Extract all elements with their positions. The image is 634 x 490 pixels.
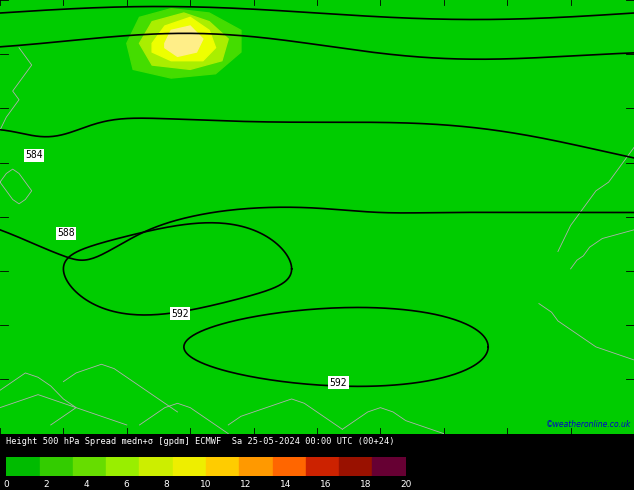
Text: 4: 4 bbox=[84, 480, 89, 490]
Text: 6: 6 bbox=[123, 480, 129, 490]
Text: 18: 18 bbox=[360, 480, 372, 490]
Text: 588: 588 bbox=[57, 228, 75, 238]
Bar bbox=[239, 457, 273, 476]
Bar bbox=[306, 457, 339, 476]
Bar bbox=[39, 457, 73, 476]
Bar bbox=[107, 457, 139, 476]
Polygon shape bbox=[127, 9, 241, 78]
Text: 584: 584 bbox=[25, 150, 43, 160]
Text: 10: 10 bbox=[200, 480, 212, 490]
Bar bbox=[206, 457, 240, 476]
Text: 592: 592 bbox=[330, 378, 347, 388]
Text: 2: 2 bbox=[44, 480, 49, 490]
Polygon shape bbox=[165, 26, 203, 56]
Bar bbox=[273, 457, 306, 476]
Text: 8: 8 bbox=[163, 480, 169, 490]
Bar bbox=[339, 457, 372, 476]
Bar bbox=[73, 457, 106, 476]
Text: 14: 14 bbox=[280, 480, 292, 490]
Text: 12: 12 bbox=[240, 480, 252, 490]
Text: 0: 0 bbox=[3, 480, 10, 490]
Text: 16: 16 bbox=[320, 480, 332, 490]
Polygon shape bbox=[152, 17, 216, 61]
Polygon shape bbox=[139, 13, 228, 70]
Bar bbox=[6, 457, 39, 476]
Bar bbox=[139, 457, 172, 476]
Bar bbox=[372, 457, 406, 476]
Bar bbox=[172, 457, 206, 476]
Text: 20: 20 bbox=[400, 480, 411, 490]
Text: Height 500 hPa Spread medn+σ [gpdm] ECMWF  Sa 25-05-2024 00:00 UTC (00+24): Height 500 hPa Spread medn+σ [gpdm] ECMW… bbox=[6, 438, 395, 446]
Text: ©weatheronline.co.uk: ©weatheronline.co.uk bbox=[546, 420, 631, 429]
Text: 592: 592 bbox=[171, 309, 189, 318]
